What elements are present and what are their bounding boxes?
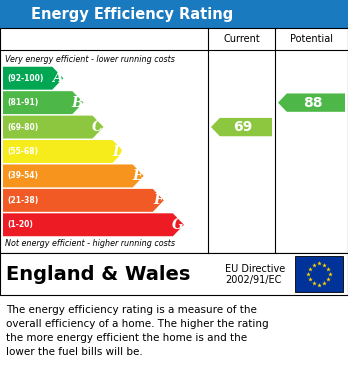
- Polygon shape: [211, 118, 272, 136]
- Text: England & Wales: England & Wales: [6, 264, 190, 283]
- Polygon shape: [3, 189, 164, 212]
- Text: A: A: [52, 71, 63, 85]
- Text: 69: 69: [233, 120, 252, 134]
- Text: Potential: Potential: [290, 34, 333, 44]
- Text: (92-100): (92-100): [7, 74, 44, 83]
- Polygon shape: [3, 165, 144, 187]
- Text: (39-54): (39-54): [7, 171, 38, 180]
- Text: (55-68): (55-68): [7, 147, 38, 156]
- Text: (81-91): (81-91): [7, 98, 38, 107]
- Bar: [0, 0, 348, 28]
- Polygon shape: [3, 213, 184, 236]
- Text: (1-20): (1-20): [7, 220, 33, 229]
- Bar: [295, 256, 343, 292]
- Text: D: D: [112, 145, 124, 158]
- Text: 2002/91/EC: 2002/91/EC: [225, 275, 282, 285]
- Text: 88: 88: [303, 96, 323, 109]
- Bar: [0, 28, 348, 253]
- Text: C: C: [92, 120, 103, 134]
- Text: Current: Current: [223, 34, 260, 44]
- Polygon shape: [3, 91, 84, 114]
- Text: EU Directive: EU Directive: [225, 264, 285, 274]
- Polygon shape: [3, 116, 103, 138]
- Text: E: E: [133, 169, 143, 183]
- Text: (69-80): (69-80): [7, 122, 38, 131]
- Text: Very energy efficient - lower running costs: Very energy efficient - lower running co…: [5, 56, 175, 65]
- Polygon shape: [3, 67, 63, 90]
- Text: The energy efficiency rating is a measure of the
overall efficiency of a home. T: The energy efficiency rating is a measur…: [6, 305, 269, 357]
- Text: B: B: [72, 96, 84, 109]
- Text: F: F: [153, 194, 163, 207]
- Text: Energy Efficiency Rating: Energy Efficiency Rating: [31, 7, 234, 22]
- Polygon shape: [278, 93, 345, 112]
- Text: Not energy efficient - higher running costs: Not energy efficient - higher running co…: [5, 239, 175, 248]
- Bar: [0, 253, 348, 295]
- Polygon shape: [3, 140, 124, 163]
- Text: (21-38): (21-38): [7, 196, 38, 205]
- Text: G: G: [172, 218, 184, 232]
